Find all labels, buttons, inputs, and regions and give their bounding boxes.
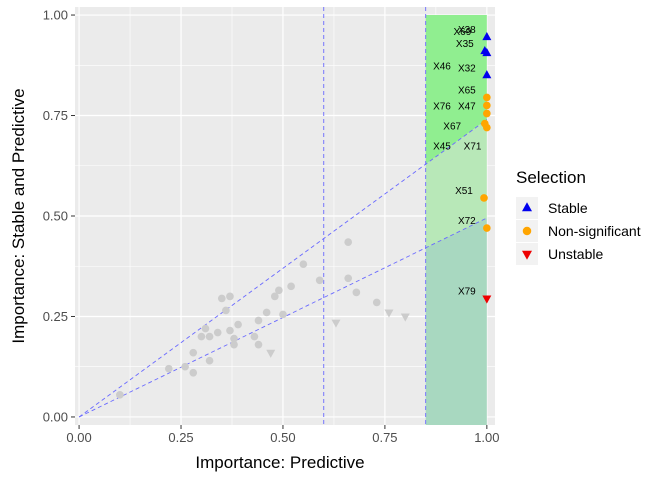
- point-triangle-up: [482, 48, 492, 57]
- x-tick-label: 0.75: [372, 430, 397, 445]
- x-tick-label: 0.25: [168, 430, 193, 445]
- y-tick-label: 0.75: [43, 108, 68, 123]
- x-tick-label: 1.00: [474, 430, 499, 445]
- point-circle: [181, 362, 189, 371]
- y-tick-label: 1.00: [43, 8, 68, 23]
- point-triangle-down: [400, 313, 410, 322]
- legend-title: Selection: [516, 168, 586, 187]
- point-circle: [480, 194, 488, 202]
- point-triangle-down: [522, 250, 532, 260]
- point-label: X47: [458, 102, 476, 113]
- point-label: X76: [433, 101, 451, 112]
- point-circle: [344, 238, 353, 246]
- x-axis-label: Importance: Predictive: [195, 453, 364, 472]
- shaded-middle-band: [425, 119, 487, 248]
- point-circle: [262, 308, 271, 317]
- legend-entry-label: Unstable: [548, 246, 603, 262]
- point-circle: [230, 340, 238, 349]
- point-label: X51: [455, 186, 473, 197]
- reference-diagonal-line: [78, 119, 488, 418]
- point-circle: [275, 286, 283, 295]
- axes: 0.00 0.25 0.50 0.75 1.00 0.00 0.25 0.50 0.75 1.00: [43, 8, 500, 445]
- point-circle: [201, 324, 210, 333]
- point-circle: [205, 332, 214, 341]
- point-circle: [483, 123, 491, 132]
- point-circle: [483, 224, 491, 232]
- point-circle: [222, 306, 230, 315]
- point-circle: [189, 348, 198, 357]
- x-tick-label: 0.50: [270, 430, 295, 445]
- legend: Selection Stable Non-significant Unstable: [516, 168, 641, 265]
- point-triangle-up: [522, 202, 532, 212]
- point-labels: X38 X35 X32 X65 X47 X51 X72 X79 X69 X46 X76 X67 X45 X…: [433, 25, 482, 297]
- point-circle: [226, 292, 234, 301]
- point-label: X32: [458, 63, 476, 74]
- point-circle: [483, 101, 491, 110]
- point-label: X65: [458, 85, 476, 96]
- point-circle: [116, 391, 124, 399]
- point-circle: [230, 334, 238, 343]
- y-tick-label: 0.50: [43, 209, 68, 224]
- shaded-lower-band: [425, 218, 487, 425]
- point-label: X67: [443, 122, 461, 133]
- point-label: X35: [456, 39, 474, 50]
- point-circle: [254, 340, 263, 349]
- point-circle: [372, 298, 381, 307]
- point-circle: [254, 316, 263, 325]
- point-triangle-down: [482, 295, 492, 304]
- point-label: X71: [464, 142, 482, 153]
- point-circle: [213, 328, 222, 337]
- y-axis-label: Importance: Stable and Predictive: [9, 88, 28, 343]
- point-triangle-down: [384, 309, 394, 318]
- point-circle: [250, 332, 259, 341]
- point-label: X38: [458, 25, 476, 36]
- point-label: X69: [453, 27, 471, 38]
- point-circle: [279, 310, 287, 319]
- point-triangle-down: [266, 349, 276, 358]
- point-circle: [299, 260, 308, 269]
- point-circle: [189, 368, 198, 377]
- x-tick-label: 0.00: [66, 430, 91, 445]
- y-tick-label: 0.00: [43, 409, 68, 424]
- y-tick-label: 0.25: [43, 309, 68, 324]
- point-circle: [197, 332, 206, 341]
- data-points: [116, 31, 492, 399]
- legend-entry-label: Non-significant: [548, 223, 641, 239]
- point-circle: [344, 274, 353, 283]
- point-circle: [217, 294, 226, 303]
- point-triangle-up: [482, 31, 492, 41]
- shaded-upper-band: [425, 15, 487, 165]
- point-circle: [226, 326, 234, 335]
- point-circle: [287, 282, 295, 291]
- point-circle: [205, 356, 214, 365]
- point-circle: [234, 320, 242, 329]
- point-circle: [270, 292, 279, 301]
- shaded-regions: [425, 15, 487, 425]
- point-circle: [164, 364, 173, 373]
- point-circle: [522, 226, 532, 236]
- legend-entry-label: Stable: [548, 200, 588, 216]
- point-label: X79: [458, 286, 476, 297]
- point-circle: [483, 109, 491, 118]
- point-triangle-down: [331, 319, 341, 328]
- point-circle: [352, 288, 361, 297]
- point-circle: [315, 276, 324, 285]
- point-label: X46: [433, 61, 451, 72]
- point-label: X45: [433, 142, 451, 153]
- point-triangle-up: [482, 70, 492, 79]
- point-circle: [483, 93, 491, 102]
- point-label: X72: [458, 216, 476, 227]
